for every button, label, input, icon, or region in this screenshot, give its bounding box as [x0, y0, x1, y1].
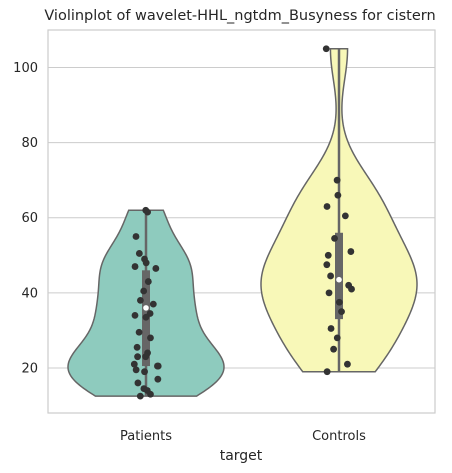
y-tick-label: 60	[21, 211, 38, 226]
data-point	[154, 362, 162, 370]
data-point	[132, 233, 140, 240]
strip-points	[130, 45, 355, 400]
data-point	[154, 375, 162, 383]
data-point	[333, 176, 341, 184]
y-axis-ticks: 20 40 60 80 100	[13, 61, 38, 376]
y-tick-label: 80	[21, 136, 38, 151]
data-point	[348, 285, 355, 293]
data-point	[344, 360, 351, 368]
data-point	[327, 272, 334, 280]
y-tick-label: 20	[21, 361, 38, 376]
y-tick-label: 40	[21, 286, 38, 301]
median-marker-patients	[143, 305, 149, 311]
data-point	[141, 368, 148, 376]
data-point	[147, 334, 154, 342]
data-point	[130, 360, 138, 368]
data-point	[324, 251, 332, 259]
data-point	[325, 289, 333, 297]
data-point	[140, 287, 148, 295]
data-point	[144, 278, 152, 285]
x-tick-label-controls: Controls	[312, 429, 366, 444]
data-point	[334, 191, 342, 199]
data-point	[341, 212, 349, 220]
data-point	[347, 248, 355, 255]
data-point	[137, 296, 144, 304]
data-point	[132, 366, 140, 374]
data-point	[142, 353, 150, 361]
data-point	[131, 311, 139, 319]
plot-frame	[47, 29, 436, 414]
data-point	[338, 308, 345, 316]
x-axis-label: target	[220, 448, 263, 464]
data-point	[323, 368, 331, 376]
data-point	[134, 379, 142, 387]
data-point	[131, 263, 139, 270]
y-tick-label: 100	[13, 61, 38, 76]
data-point	[323, 203, 331, 210]
data-point	[147, 390, 154, 398]
data-point	[149, 300, 157, 308]
data-point	[322, 45, 330, 53]
data-point	[142, 313, 150, 321]
median-marker-controls	[336, 276, 342, 283]
data-point	[335, 298, 343, 306]
data-point	[323, 261, 331, 269]
data-point	[135, 250, 143, 257]
data-point	[152, 265, 160, 272]
violins	[67, 48, 418, 397]
data-point	[136, 392, 144, 400]
data-point	[327, 325, 335, 332]
data-point	[333, 334, 341, 342]
data-point	[331, 235, 338, 242]
data-point	[142, 259, 150, 267]
data-point	[133, 343, 141, 351]
data-point	[330, 345, 337, 353]
iqr-box-controls	[335, 232, 343, 320]
x-axis-ticks: Patients Controls	[120, 429, 366, 444]
data-point	[144, 208, 151, 216]
chart-title: Violinplot of wavelet-HHL_ngtdm_Busyness…	[44, 8, 435, 24]
data-point	[135, 328, 143, 336]
data-point	[134, 353, 141, 361]
x-tick-label-patients: Patients	[120, 429, 172, 444]
